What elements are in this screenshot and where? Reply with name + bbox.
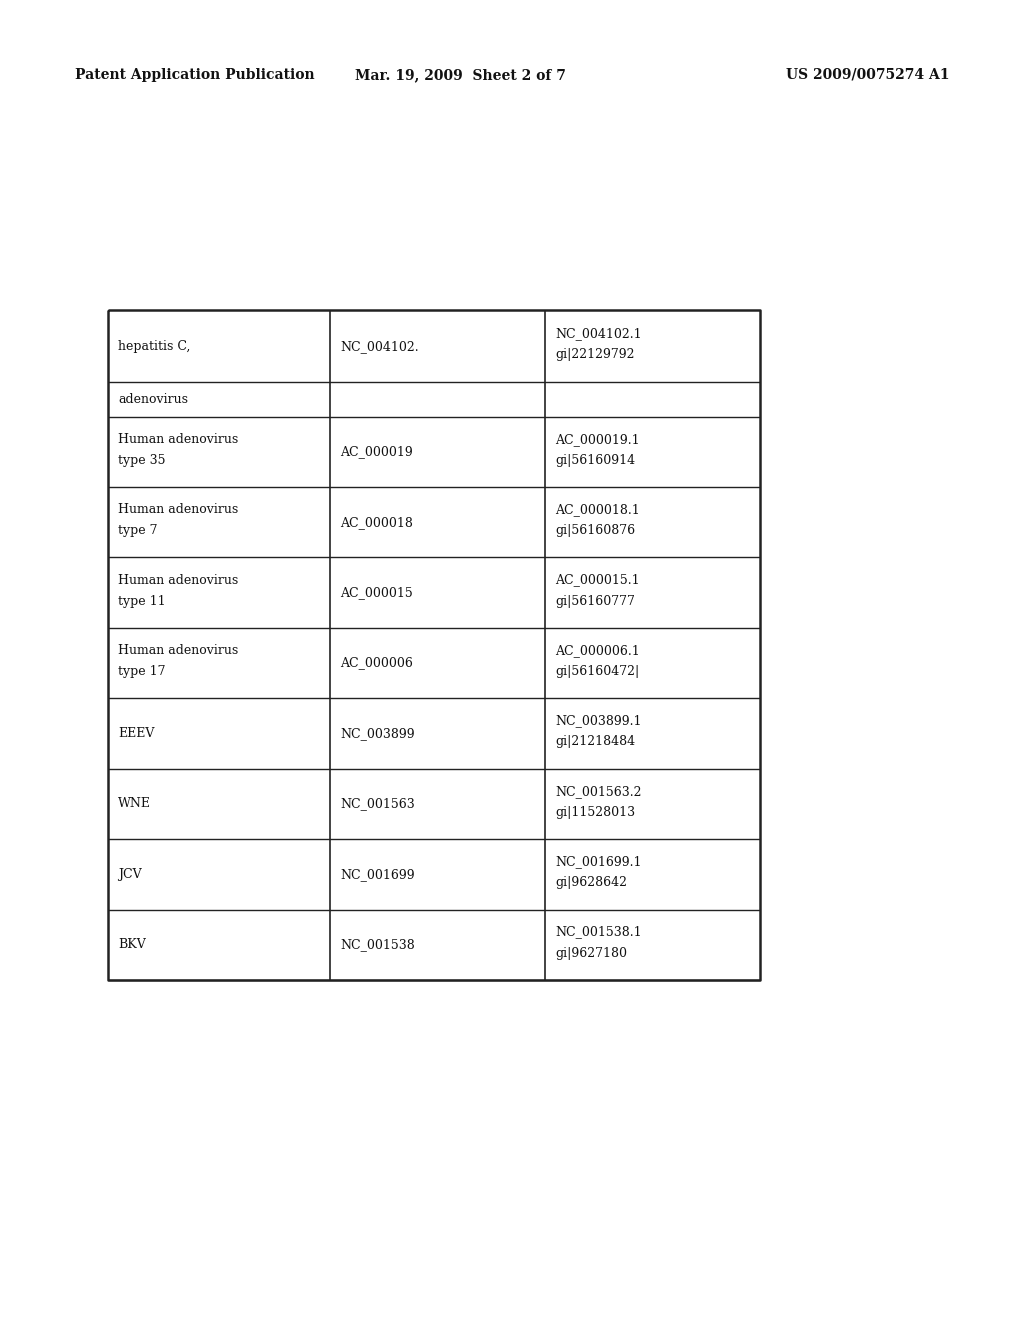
Text: gi|9628642: gi|9628642	[555, 876, 627, 890]
Text: type 17: type 17	[118, 665, 166, 678]
Text: Mar. 19, 2009  Sheet 2 of 7: Mar. 19, 2009 Sheet 2 of 7	[355, 69, 566, 82]
Text: AC_000015: AC_000015	[340, 586, 413, 599]
Text: gi|56160914: gi|56160914	[555, 454, 635, 467]
Text: BKV: BKV	[118, 939, 145, 952]
Text: gi|21218484: gi|21218484	[555, 735, 635, 748]
Text: AC_000015.1: AC_000015.1	[555, 573, 640, 586]
Text: NC_001699: NC_001699	[340, 867, 415, 880]
Text: Human adenovirus: Human adenovirus	[118, 503, 239, 516]
Text: Human adenovirus: Human adenovirus	[118, 644, 239, 657]
Text: gi|11528013: gi|11528013	[555, 807, 635, 818]
Text: WNE: WNE	[118, 797, 151, 810]
Text: gi|56160472|: gi|56160472|	[555, 665, 639, 678]
Text: JCV: JCV	[118, 867, 141, 880]
Text: hepatitis C,: hepatitis C,	[118, 339, 190, 352]
Text: NC_001699.1: NC_001699.1	[555, 855, 641, 869]
Text: Patent Application Publication: Patent Application Publication	[75, 69, 314, 82]
Text: Human adenovirus: Human adenovirus	[118, 433, 239, 446]
Text: EEEV: EEEV	[118, 727, 155, 741]
Text: NC_001538.1: NC_001538.1	[555, 925, 642, 939]
Text: AC_000018: AC_000018	[340, 516, 413, 529]
Text: type 35: type 35	[118, 454, 166, 467]
Text: gi|56160876: gi|56160876	[555, 524, 635, 537]
Text: type 7: type 7	[118, 524, 158, 537]
Text: AC_000019.1: AC_000019.1	[555, 433, 640, 446]
Text: type 11: type 11	[118, 594, 166, 607]
Text: NC_003899: NC_003899	[340, 727, 415, 741]
Text: NC_001563: NC_001563	[340, 797, 415, 810]
Text: gi|56160777: gi|56160777	[555, 594, 635, 607]
Text: NC_004102.: NC_004102.	[340, 339, 419, 352]
Text: AC_000018.1: AC_000018.1	[555, 503, 640, 516]
Text: gi|9627180: gi|9627180	[555, 946, 627, 960]
Text: NC_003899.1: NC_003899.1	[555, 714, 641, 727]
Text: AC_000019: AC_000019	[340, 445, 413, 458]
Text: NC_004102.1: NC_004102.1	[555, 326, 642, 339]
Text: US 2009/0075274 A1: US 2009/0075274 A1	[786, 69, 950, 82]
Text: NC_001538: NC_001538	[340, 939, 415, 952]
Text: AC_000006: AC_000006	[340, 656, 413, 669]
Text: adenovirus: adenovirus	[118, 393, 188, 407]
Text: NC_001563.2: NC_001563.2	[555, 785, 641, 797]
Text: gi|22129792: gi|22129792	[555, 348, 635, 362]
Text: AC_000006.1: AC_000006.1	[555, 644, 640, 657]
Text: Human adenovirus: Human adenovirus	[118, 573, 239, 586]
